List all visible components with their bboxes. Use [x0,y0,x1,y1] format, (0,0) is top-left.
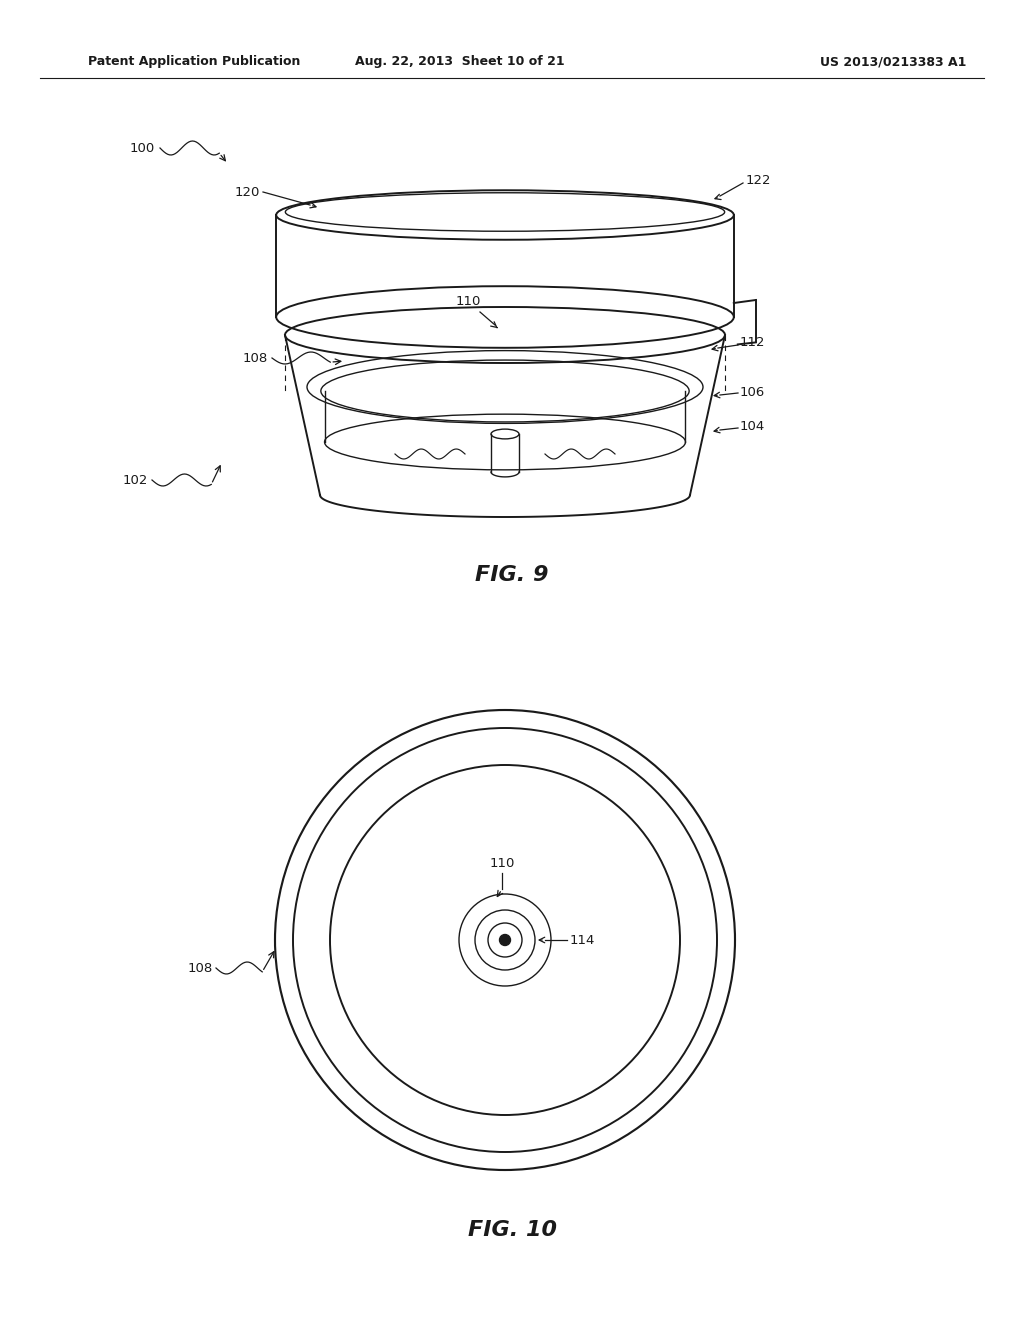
Text: Aug. 22, 2013  Sheet 10 of 21: Aug. 22, 2013 Sheet 10 of 21 [355,55,565,69]
Text: Patent Application Publication: Patent Application Publication [88,55,300,69]
Text: 120: 120 [234,186,260,198]
Text: 108: 108 [187,961,213,974]
Circle shape [500,935,511,945]
Text: 122: 122 [746,173,771,186]
Text: 114: 114 [570,933,595,946]
Text: 110: 110 [456,294,480,308]
Text: 112: 112 [740,337,766,350]
Text: FIG. 10: FIG. 10 [468,1220,556,1239]
Text: 106: 106 [740,387,765,400]
Text: 108: 108 [243,351,268,364]
Text: 110: 110 [489,857,515,870]
Text: 100: 100 [130,141,155,154]
Text: 104: 104 [740,420,765,433]
Text: US 2013/0213383 A1: US 2013/0213383 A1 [820,55,967,69]
Text: FIG. 9: FIG. 9 [475,565,549,585]
Text: 102: 102 [123,474,148,487]
